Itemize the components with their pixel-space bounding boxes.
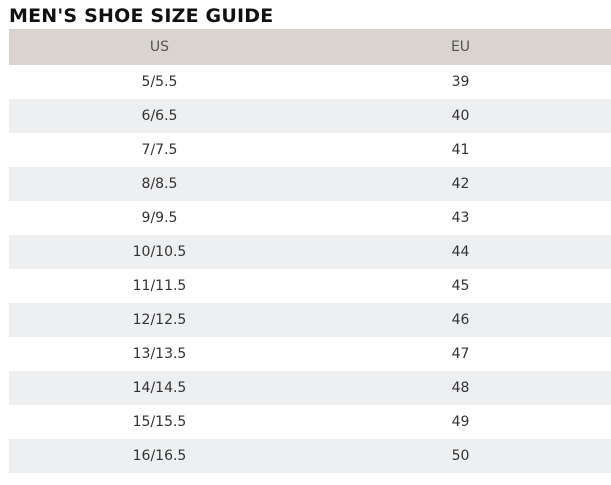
us-size: 16/16.5 xyxy=(9,439,310,473)
eu-size: 50 xyxy=(310,439,611,473)
table-row: 12/12.5 46 xyxy=(9,303,611,337)
column-header-us: US xyxy=(9,29,310,65)
us-size: 12/12.5 xyxy=(9,303,310,337)
us-size: 13/13.5 xyxy=(132,346,187,362)
table-row: 6/6.5 40 xyxy=(9,99,611,133)
table-row: 13/13.5 47 xyxy=(9,337,611,371)
eu-size: 47 xyxy=(451,346,470,362)
eu-size: 44 xyxy=(310,235,611,269)
eu-size: 48 xyxy=(310,371,611,405)
table-row: 15/15.5 49 xyxy=(9,405,611,439)
eu-size: 43 xyxy=(451,210,470,226)
us-size: 9/9.5 xyxy=(141,210,178,226)
eu-size: 45 xyxy=(451,278,470,294)
eu-size: 46 xyxy=(310,303,611,337)
eu-size: 49 xyxy=(451,414,470,430)
page-title: MEN'S SHOE SIZE GUIDE xyxy=(9,5,274,27)
table-row: 14/14.5 48 xyxy=(9,371,611,405)
table-row: 16/16.5 50 xyxy=(9,439,611,473)
table-row: 11/11.5 45 xyxy=(9,269,611,303)
table-row: 5/5.5 39 xyxy=(9,65,611,99)
us-size: 11/11.5 xyxy=(132,278,187,294)
eu-size: 42 xyxy=(310,167,611,201)
us-size: 8/8.5 xyxy=(9,167,310,201)
table-row: 8/8.5 42 xyxy=(9,167,611,201)
eu-size: 40 xyxy=(310,99,611,133)
table-row: 7/7.5 41 xyxy=(9,133,611,167)
table-row: 10/10.5 44 xyxy=(9,235,611,269)
table-row: 9/9.5 43 xyxy=(9,201,611,235)
us-size: 15/15.5 xyxy=(132,414,187,430)
eu-size: 41 xyxy=(451,142,470,158)
size-table: US EU 5/5.5 39 6/6.5 40 7/7.5 41 8/8.5 42 9/9.5 4… xyxy=(9,29,611,473)
eu-size: 39 xyxy=(451,74,470,90)
us-size: 7/7.5 xyxy=(141,142,178,158)
column-header-eu: EU xyxy=(310,29,611,65)
us-size: 5/5.5 xyxy=(141,74,178,90)
us-size: 6/6.5 xyxy=(9,99,310,133)
us-size: 10/10.5 xyxy=(9,235,310,269)
table-header: US EU xyxy=(9,29,611,65)
us-size: 14/14.5 xyxy=(9,371,310,405)
